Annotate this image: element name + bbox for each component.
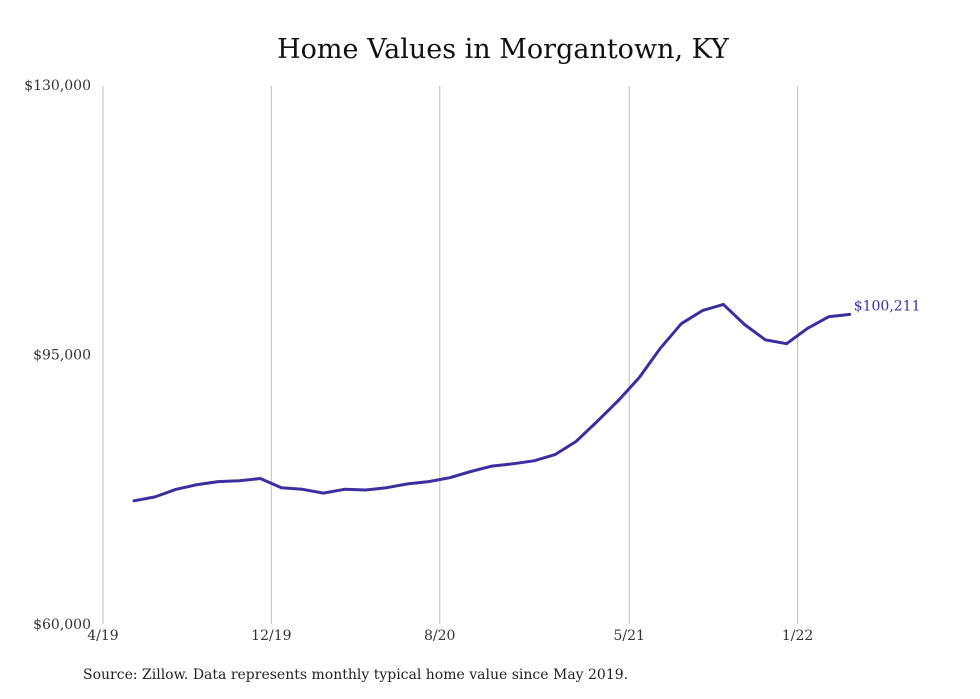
y-axis: $60,000 $95,000 $130,000 [24, 78, 91, 633]
y-tick-label: $95,000 [33, 348, 91, 364]
series-line [132, 302, 852, 503]
x-tick-label: 5/21 [613, 628, 644, 644]
x-axis: 4/19 12/19 8/20 5/21 1/22 [87, 628, 813, 644]
chart-title: Home Values in Morgantown, KY [277, 34, 730, 65]
end-value-label: $100,211 [854, 298, 921, 314]
x-tick-label: 12/19 [251, 628, 291, 644]
grid-lines [102, 86, 799, 624]
source-note: Source: Zillow. Data represents monthly … [83, 667, 629, 683]
y-tick-label: $130,000 [24, 78, 91, 94]
x-tick-label: 1/22 [782, 628, 813, 644]
x-tick-label: 8/20 [424, 628, 455, 644]
y-tick-label: $60,000 [33, 617, 91, 633]
x-tick-label: 4/19 [87, 628, 118, 644]
